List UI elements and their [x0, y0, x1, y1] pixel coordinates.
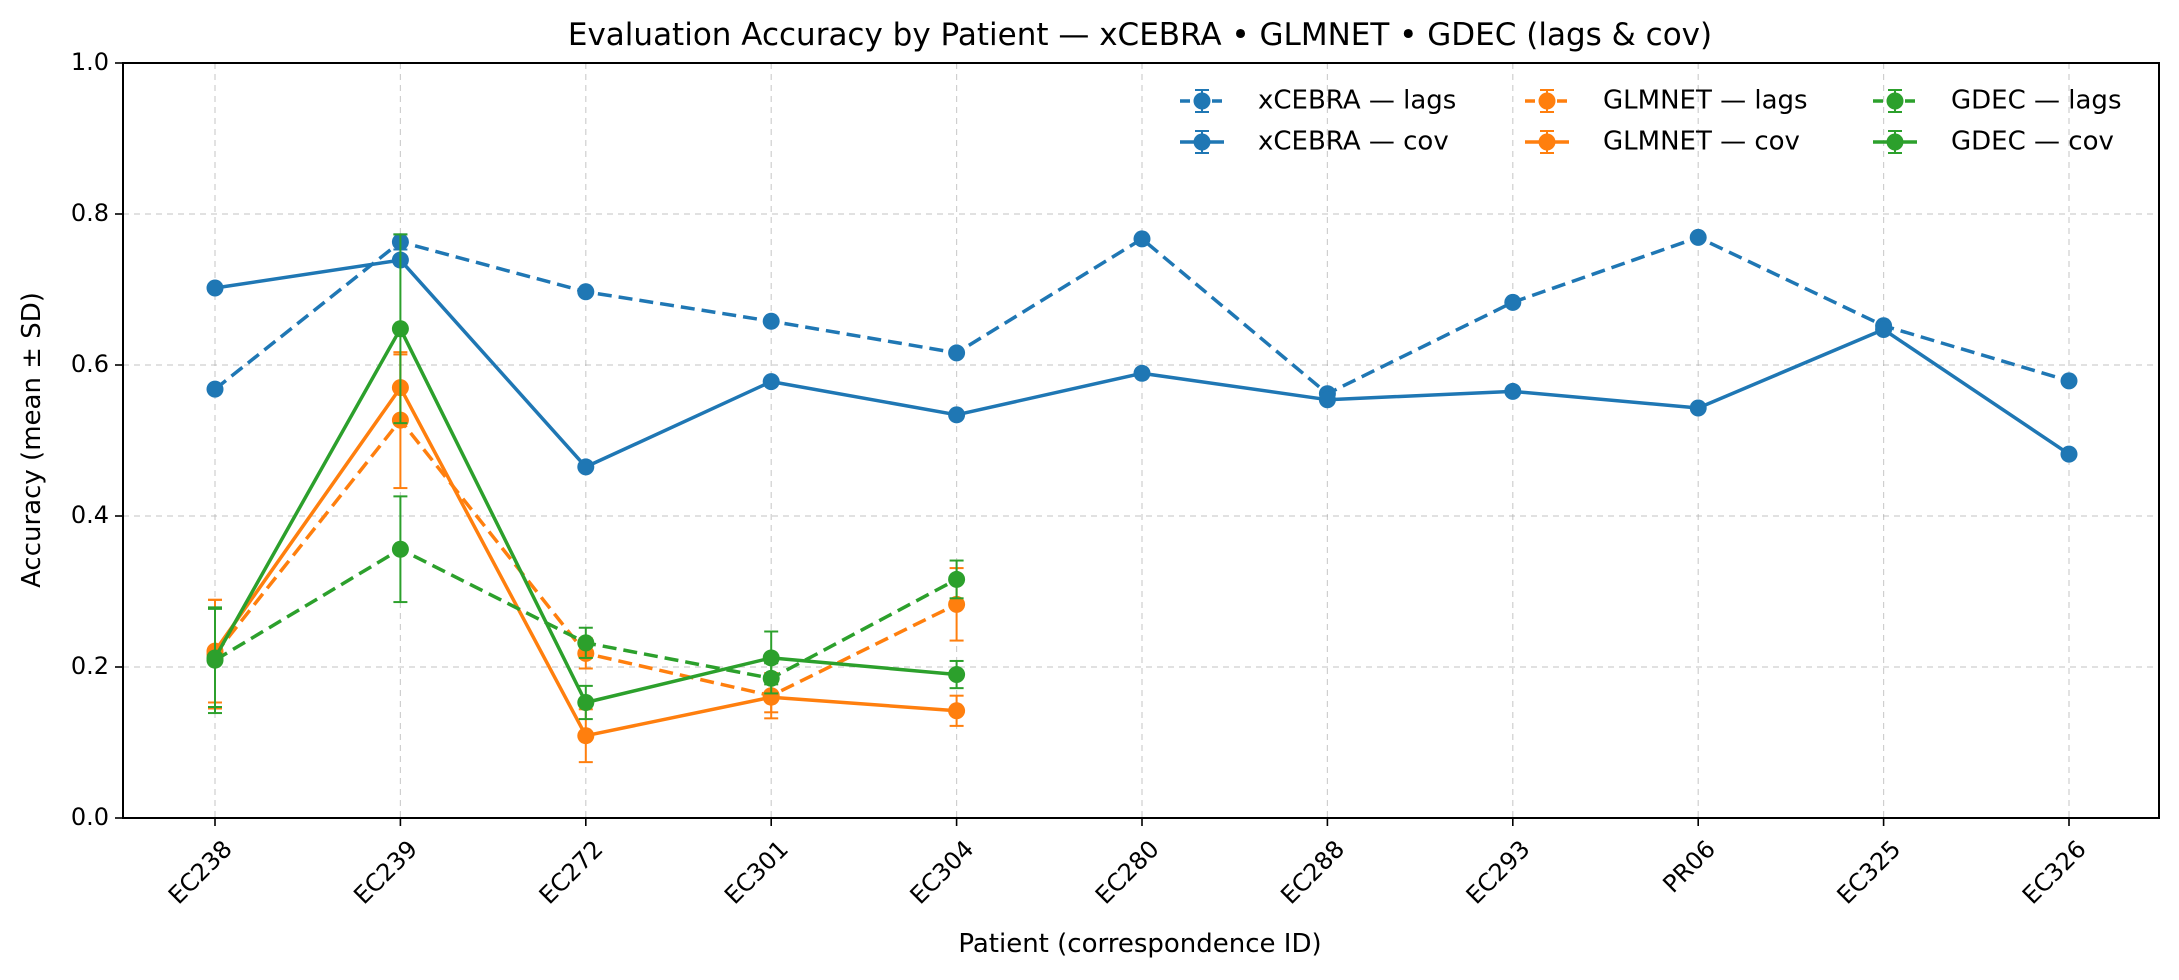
- y-tick-label: 0.6: [71, 350, 109, 378]
- chart-title: Evaluation Accuracy by Patient — xCEBRA …: [568, 17, 1712, 53]
- legend-marker: [1193, 92, 1211, 110]
- legend-item: GDEC — cov: [1873, 127, 2114, 157]
- legend-marker: [1193, 133, 1211, 151]
- data-point: [206, 649, 224, 667]
- series-1: [206, 251, 2078, 476]
- legend-marker: [1886, 133, 1904, 151]
- data-point: [948, 595, 966, 613]
- legend-label: xCEBRA — cov: [1258, 127, 1449, 157]
- legend-label: GDEC — lags: [1951, 86, 2122, 116]
- y-tick-label: 0.0: [71, 803, 109, 831]
- data-point: [948, 570, 966, 588]
- data-point: [391, 320, 409, 338]
- data-point: [1133, 230, 1151, 248]
- data-point: [1689, 399, 1707, 417]
- y-tick-label: 0.4: [71, 501, 109, 529]
- data-point: [762, 373, 780, 391]
- data-point: [2060, 445, 2078, 463]
- data-point: [577, 458, 595, 476]
- data-point: [948, 666, 966, 684]
- x-axis-title: Patient (correspondence ID): [958, 929, 1321, 959]
- series-layer: [206, 228, 2078, 764]
- series-line: [213, 235, 2070, 396]
- legend-label: GLMNET — cov: [1603, 127, 1800, 157]
- data-point: [577, 283, 595, 301]
- legend-marker: [1886, 92, 1904, 110]
- data-point: [577, 727, 595, 745]
- plot-frame: [122, 62, 2160, 819]
- data-point: [206, 380, 224, 398]
- legend-item: GLMNET — cov: [1525, 127, 1800, 157]
- legend-item: xCEBRA — lags: [1180, 86, 1456, 116]
- legend-label: GDEC — cov: [1951, 127, 2114, 157]
- legend: xCEBRA — lags xCEBRA — cov GLMNET — lags GL…: [1180, 86, 2122, 157]
- series-5: [206, 233, 966, 721]
- y-tick-label: 0.8: [71, 199, 109, 227]
- data-point: [1133, 364, 1151, 382]
- data-point: [1875, 321, 1893, 339]
- data-point: [2060, 372, 2078, 390]
- data-point: [206, 279, 224, 297]
- y-tick-label: 0.2: [71, 652, 109, 680]
- legend-item: GDEC — lags: [1873, 86, 2122, 116]
- data-point: [1504, 382, 1522, 400]
- data-point: [1504, 293, 1522, 311]
- legend-label: GLMNET — lags: [1603, 86, 1808, 116]
- y-axis-title: Accuracy (mean ± SD): [17, 292, 47, 588]
- data-point: [391, 540, 409, 558]
- legend-marker: [1538, 133, 1556, 151]
- data-point: [948, 702, 966, 720]
- data-point: [948, 406, 966, 424]
- data-point: [948, 344, 966, 362]
- legend-item: GLMNET — lags: [1525, 86, 1808, 116]
- data-point: [577, 693, 595, 711]
- data-point: [577, 634, 595, 652]
- data-point: [762, 312, 780, 330]
- legend-item: xCEBRA — cov: [1180, 127, 1449, 157]
- legend-label: xCEBRA — lags: [1258, 86, 1456, 116]
- series-3: [206, 353, 966, 764]
- data-point: [1689, 228, 1707, 246]
- legend-marker: [1538, 92, 1556, 110]
- y-tick-label: 1.0: [71, 48, 109, 76]
- data-point: [1318, 391, 1336, 409]
- grid: [123, 63, 2159, 818]
- data-point: [762, 649, 780, 667]
